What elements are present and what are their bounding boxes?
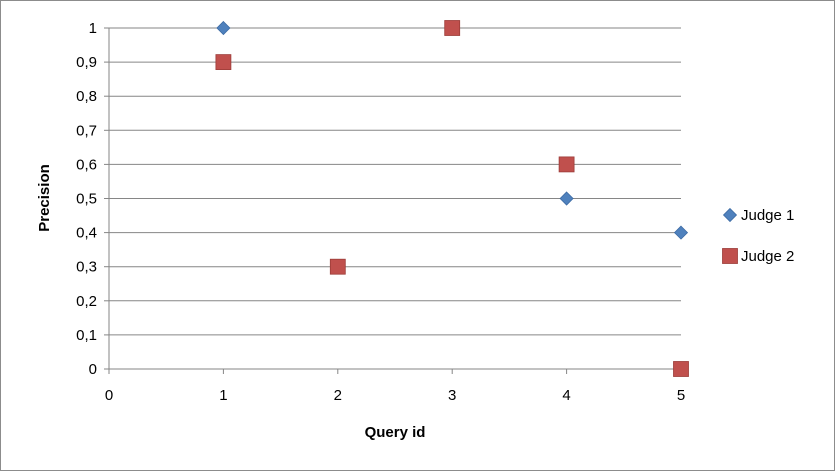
y-tick-label: 0,7	[76, 122, 97, 139]
y-tick-label: 0,5	[76, 191, 97, 208]
x-tick-label: 2	[334, 387, 342, 404]
judge-2-point	[444, 20, 461, 36]
x-tick-label: 4	[562, 387, 570, 404]
data-points	[215, 20, 689, 377]
y-tick-label: 0,9	[76, 54, 97, 71]
x-axis-title: Query id	[365, 424, 426, 441]
y-tick-label: 0,1	[76, 327, 97, 344]
y-tick-label: 0,8	[76, 88, 97, 105]
legend-marker-judge-2	[722, 248, 738, 264]
gridlines	[109, 27, 681, 336]
y-tick-label: 1	[89, 20, 97, 37]
legend: Judge 1 Judge 2	[722, 207, 794, 265]
tick-labels: 0 0,1 0,2 0,3 0,4 0,5 0,6 0,7 0,8 0,9 1 0 1 2 3 4 5	[76, 20, 685, 404]
y-tick-label: 0,6	[76, 156, 97, 173]
axes	[104, 27, 682, 374]
y-tick-label: 0,2	[76, 293, 97, 310]
y-tick-label: 0	[89, 361, 97, 378]
x-tick-label: 0	[105, 387, 113, 404]
legend-label-judge-1: Judge 1	[741, 207, 794, 224]
judge-2-point	[215, 54, 232, 70]
judge-2-point	[673, 361, 689, 377]
judge-1-point	[559, 191, 574, 206]
y-tick-label: 0,4	[76, 225, 97, 242]
judge-1-point	[673, 225, 689, 240]
judge-2-point	[329, 258, 346, 275]
judge-1-point	[216, 20, 231, 36]
x-tick-label: 3	[448, 387, 456, 404]
y-tick-label: 0,3	[76, 259, 97, 276]
x-tick-label: 5	[677, 387, 685, 404]
x-tick-label: 1	[219, 387, 227, 404]
y-axis-title: Precision	[36, 164, 53, 232]
judge-2-point	[558, 156, 575, 173]
legend-label-judge-2: Judge 2	[741, 248, 794, 265]
legend-marker-judge-1	[722, 207, 738, 223]
